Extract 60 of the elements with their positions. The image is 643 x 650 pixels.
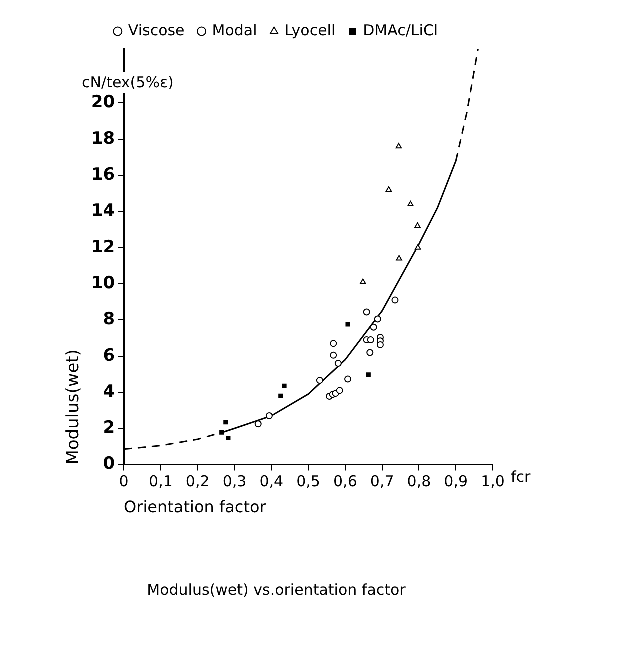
y-tick-label: 16 xyxy=(91,164,116,185)
y-tick-label: 6 xyxy=(103,346,116,366)
y-tick-label: 12 xyxy=(91,237,116,258)
point xyxy=(360,278,366,284)
x-tick-label: 0,2 xyxy=(186,472,210,491)
point xyxy=(414,222,421,228)
point xyxy=(392,296,399,304)
annotation: cN/tex(5%ε) xyxy=(82,74,174,92)
point xyxy=(226,436,231,440)
x-tick-label: 0,7 xyxy=(370,472,394,491)
y-tick-label: 8 xyxy=(103,310,116,330)
y-tick-label: 2 xyxy=(103,418,116,438)
point xyxy=(282,384,287,388)
point xyxy=(396,255,402,261)
text: Modulus(wet) vs.orientation factor xyxy=(147,580,407,599)
point xyxy=(363,308,370,316)
x-tick-label: 0,9 xyxy=(444,472,468,491)
point xyxy=(220,430,224,435)
point xyxy=(330,352,338,359)
x-tick-label: 0,6 xyxy=(333,472,358,491)
x-tick-label: 0 xyxy=(119,472,129,491)
legend-label: Lyocell xyxy=(284,21,336,40)
y-tick-label: 18 xyxy=(91,128,116,149)
point xyxy=(408,200,414,206)
point xyxy=(367,336,374,344)
y-tick-label: 4 xyxy=(103,382,116,402)
x-tick-label: 0,8 xyxy=(407,472,432,491)
point xyxy=(366,349,374,356)
y-tick-label: 0 xyxy=(103,454,116,474)
point xyxy=(346,322,350,327)
point xyxy=(366,372,371,378)
legend-label: DMAc/LiCl xyxy=(363,21,438,40)
legend-label: Viscose xyxy=(128,21,185,40)
point xyxy=(374,316,382,323)
point xyxy=(254,420,262,428)
y-axis-title: Modulus(wet) xyxy=(64,350,84,465)
point xyxy=(370,324,378,331)
point xyxy=(278,394,284,398)
point xyxy=(224,420,228,425)
y-tick-label: 10 xyxy=(91,273,116,294)
y-tick-label: 20 xyxy=(91,92,116,113)
point xyxy=(266,412,273,420)
x-tick-label: 0,3 xyxy=(222,472,247,491)
x-tick-label: 1,0 xyxy=(481,472,505,491)
y-tick-label: 14 xyxy=(91,201,116,222)
x-tick-label: 0,5 xyxy=(296,472,320,491)
point xyxy=(330,340,338,348)
point xyxy=(344,376,352,383)
point xyxy=(336,387,344,394)
text: fcr xyxy=(511,468,532,486)
point xyxy=(316,377,324,384)
x-tick-label: 0,1 xyxy=(149,472,173,491)
point xyxy=(386,186,392,192)
point xyxy=(415,244,422,250)
x-tick-label: 0,4 xyxy=(260,472,284,491)
x-axis-title: Orientation factor xyxy=(124,498,267,517)
point xyxy=(334,360,342,368)
point xyxy=(376,341,384,348)
point xyxy=(396,143,402,149)
legend-label: Modal xyxy=(212,21,258,40)
